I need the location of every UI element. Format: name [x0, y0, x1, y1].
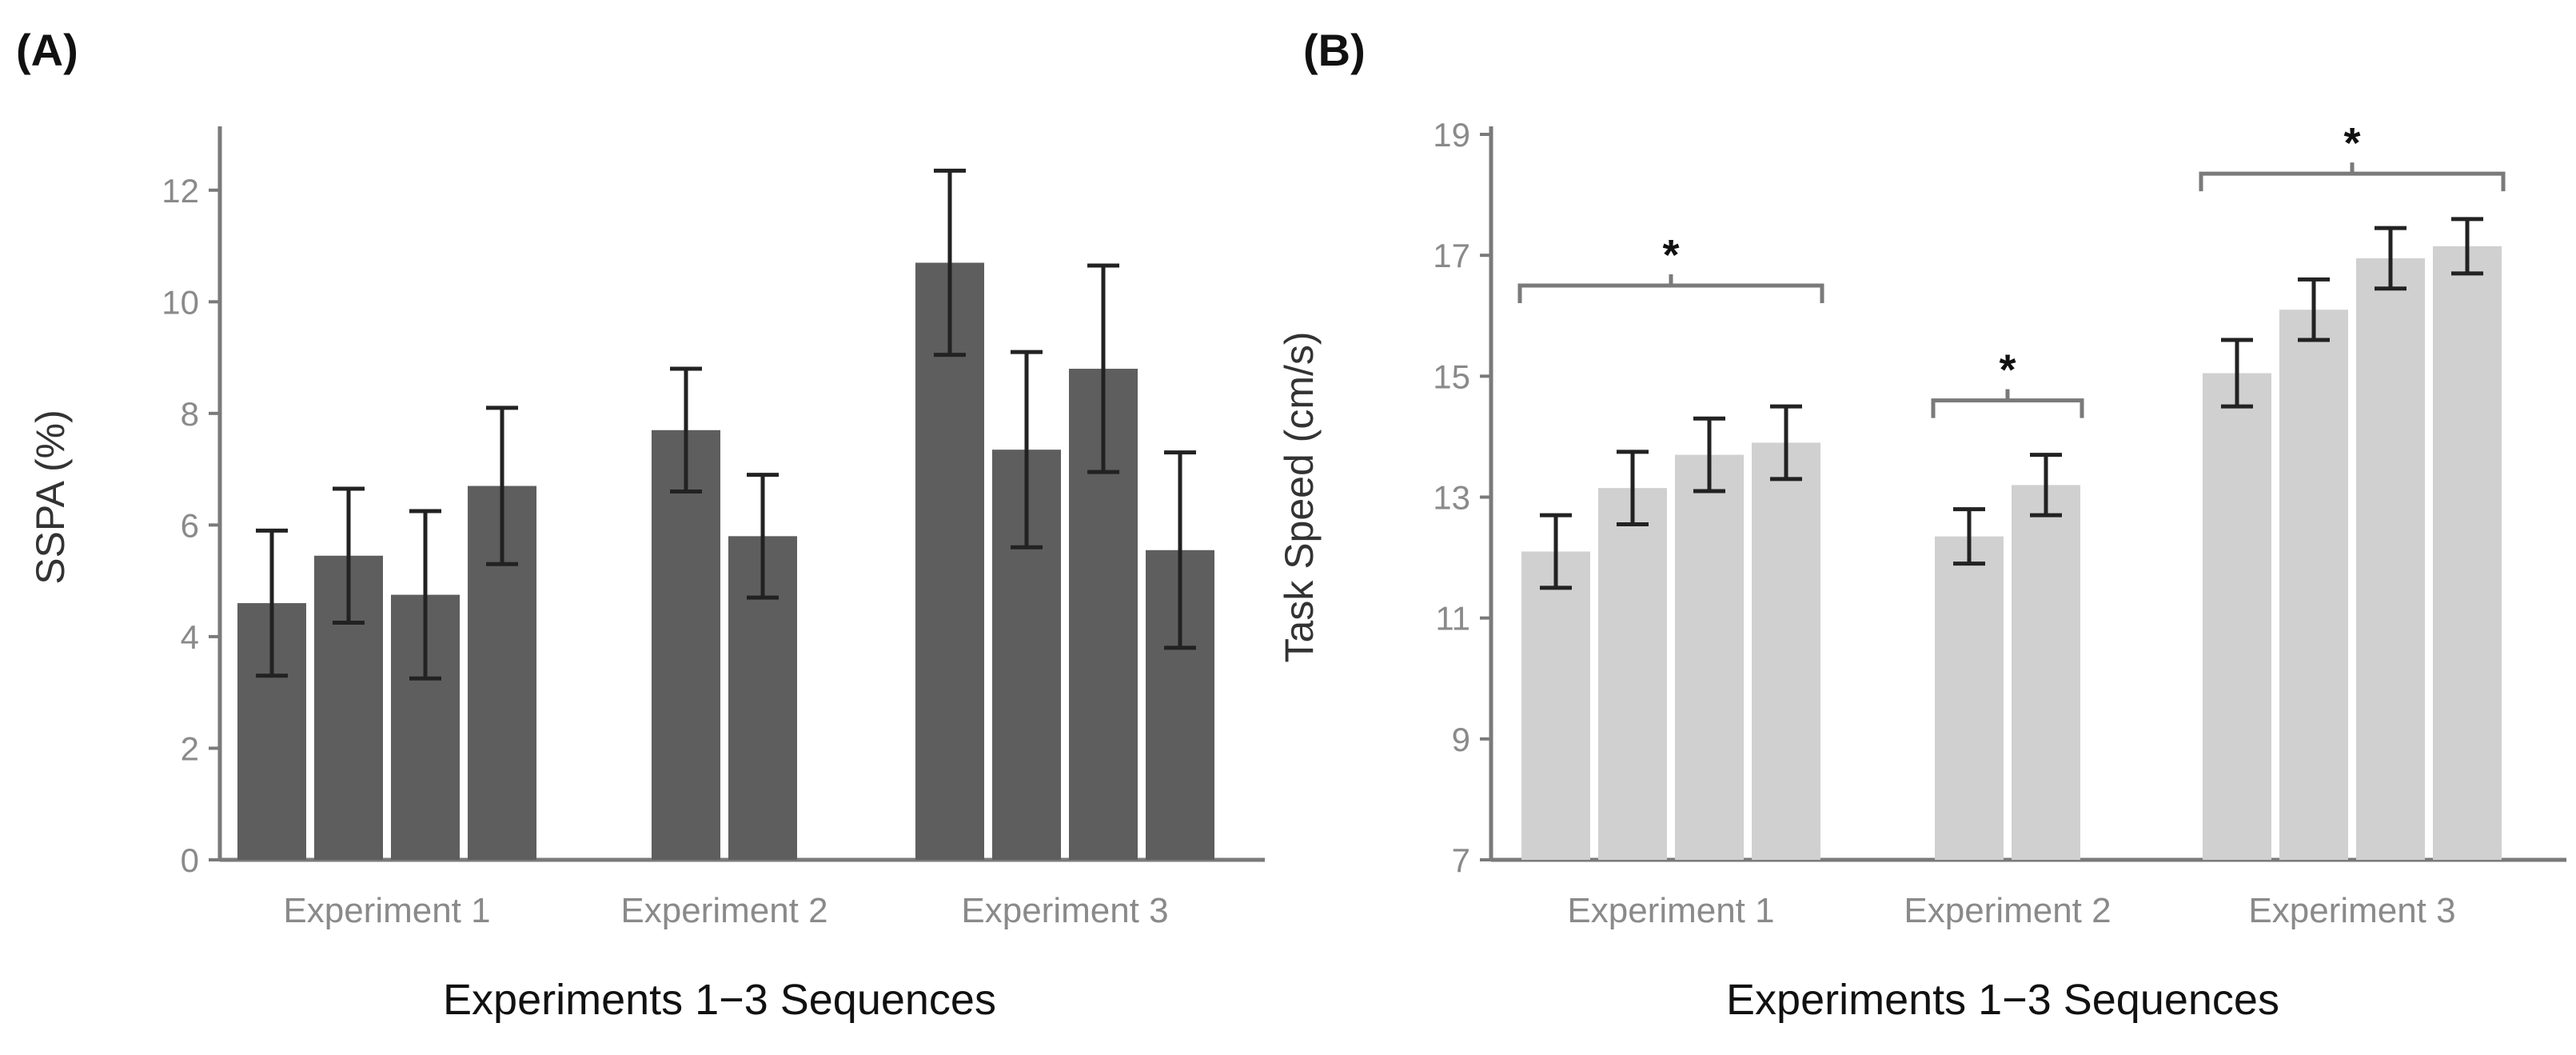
panel-label-a: (A) — [16, 25, 78, 75]
a-y-tick-label: 2 — [181, 729, 199, 767]
b-y-tick-label: 11 — [1435, 600, 1470, 637]
b-bar — [1752, 442, 1820, 860]
a-x-tick-label: Experiment 2 — [620, 891, 827, 930]
a-x-axis-label: Experiments 1−3 Sequences — [443, 976, 996, 1024]
b-significance-star: * — [1662, 231, 1679, 279]
a-x-tick-label: Experiment 1 — [283, 891, 490, 930]
b-bar — [2433, 246, 2502, 860]
b-significance-bracket — [1517, 283, 1824, 303]
a-bar — [652, 430, 720, 860]
chart-a-sspa: 0 2 4 6 8 10 12 SSPA (%) Experiment 1 Experiment … — [28, 126, 1265, 1024]
b-bar — [2356, 258, 2425, 861]
panel-label-b: (B) — [1303, 25, 1366, 75]
chart-b-task-speed: 7 9 11 13 15 17 19 Task Speed (cm/s) Experiment … — [1279, 116, 2566, 1024]
b-bar — [1935, 536, 2004, 860]
b-significance-star: * — [1999, 346, 2016, 394]
b-x-tick-label: Experiment 2 — [1904, 891, 2111, 930]
b-y-tick-label: 19 — [1433, 116, 1470, 154]
b-y-tick-label: 9 — [1452, 721, 1470, 758]
a-bar — [915, 262, 984, 860]
a-y-tick-label: 6 — [181, 506, 199, 544]
a-y-tick-label: 4 — [181, 618, 199, 656]
b-bar — [1675, 454, 1744, 860]
a-y-tick-label: 0 — [181, 841, 199, 879]
b-bar — [2203, 373, 2271, 860]
b-y-tick-label: 13 — [1433, 479, 1470, 517]
b-bar — [2279, 310, 2348, 861]
b-significance-bracket — [2199, 171, 2506, 192]
b-x-tick-label: Experiment 1 — [1567, 891, 1774, 930]
b-y-tick-label: 7 — [1452, 841, 1470, 879]
b-y-tick-label: 17 — [1433, 237, 1470, 274]
b-bar — [2012, 485, 2080, 860]
b-significance-star: * — [2343, 119, 2360, 167]
a-y-tick-label: 8 — [181, 395, 199, 433]
b-x-tick-label: Experiment 3 — [2248, 891, 2455, 930]
b-x-axis-label: Experiments 1−3 Sequences — [1726, 976, 2279, 1024]
b-bar — [1521, 551, 1590, 860]
b-significance-bracket — [1931, 398, 2084, 418]
a-y-tick-label: 12 — [161, 172, 199, 210]
a-y-tick-label: 10 — [161, 283, 199, 321]
b-y-axis-label: Task Speed (cm/s) — [1279, 331, 1322, 662]
a-y-axis-label: SSPA (%) — [28, 410, 73, 585]
b-y-tick-label: 15 — [1433, 358, 1470, 395]
a-x-tick-label: Experiment 3 — [961, 891, 1168, 930]
b-bar — [1598, 488, 1667, 860]
